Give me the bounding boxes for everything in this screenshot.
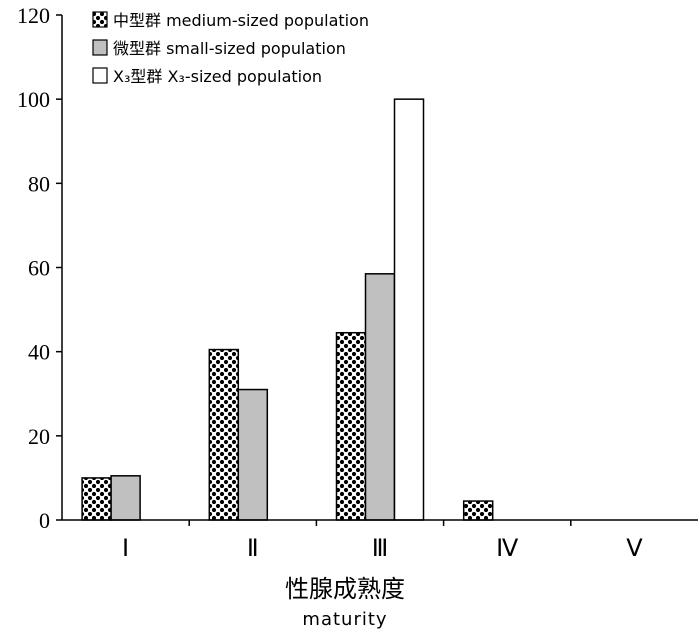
y-tick-label: 0 xyxy=(39,508,50,533)
y-tick-label: 100 xyxy=(17,87,50,112)
y-tick-label: 120 xyxy=(17,3,50,28)
legend-swatch xyxy=(92,39,108,56)
x-axis-categories: Ⅰ Ⅱ Ⅲ Ⅳ Ⅴ xyxy=(122,520,643,562)
x-axis-label: 性腺成熟度 xyxy=(285,575,405,603)
x-category-label: Ⅳ xyxy=(496,536,518,562)
legend-label: X₃型群 X₃-sized population xyxy=(113,67,322,86)
bar-dots-1 xyxy=(208,348,240,521)
y-tick-label: 80 xyxy=(28,171,50,196)
legend-swatch xyxy=(92,67,108,84)
legend-swatch xyxy=(92,11,108,28)
bar-dots-2 xyxy=(335,331,367,521)
legend: 中型群 medium-sized population 微型群 small-siz… xyxy=(92,11,369,86)
y-tick-label: 40 xyxy=(28,340,50,365)
x-category-label: Ⅴ xyxy=(626,536,643,562)
bar-dots-3 xyxy=(462,500,494,521)
x-axis-label-en: maturity xyxy=(302,609,387,630)
bar-gray-2 xyxy=(364,273,396,521)
y-axis-ticks: 0 20 40 60 80 100 120 xyxy=(17,3,62,533)
bar-dots-0 xyxy=(81,477,112,521)
bar-gray-0 xyxy=(110,475,141,521)
legend-label: 微型群 small-sized population xyxy=(113,39,346,58)
x-category-label: Ⅲ xyxy=(372,536,389,562)
legend-label: 中型群 medium-sized population xyxy=(113,11,369,30)
x-category-label: Ⅱ xyxy=(247,536,259,562)
y-tick-label: 20 xyxy=(28,424,50,449)
bar-group xyxy=(81,98,494,521)
y-tick-label: 60 xyxy=(28,256,50,281)
bar-white-2 xyxy=(393,98,425,521)
bar-gray-1 xyxy=(237,388,269,521)
x-category-label: Ⅰ xyxy=(122,536,129,562)
